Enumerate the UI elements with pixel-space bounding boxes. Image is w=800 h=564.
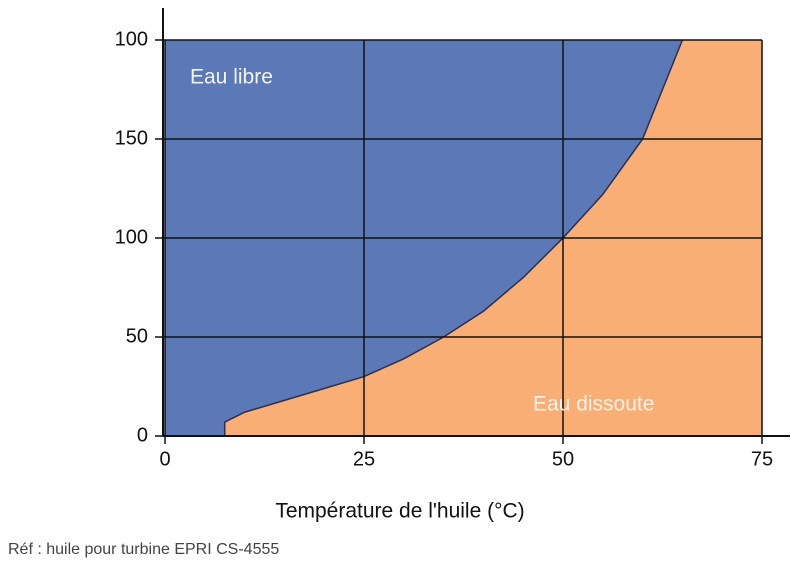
y-tick-label: 50: [126, 325, 148, 347]
annotation: Eau dissoute: [533, 393, 654, 416]
x-tick-label: 50: [552, 448, 574, 470]
y-tick-label: 150: [115, 127, 148, 149]
x-tick-label: 75: [751, 448, 773, 470]
x-tick-label: 0: [159, 448, 170, 470]
x-axis-label: Température de l'huile (°C): [275, 500, 524, 523]
y-tick-label: 100: [115, 28, 148, 50]
y-tick-label: 0: [137, 424, 148, 446]
x-tick-label: 25: [353, 448, 375, 470]
footnote: Réf : huile pour turbine EPRI CS-4555: [8, 541, 279, 558]
y-tick-label: 100: [115, 226, 148, 248]
annotation: Eau libre: [190, 66, 273, 89]
curve: [223, 39, 684, 436]
